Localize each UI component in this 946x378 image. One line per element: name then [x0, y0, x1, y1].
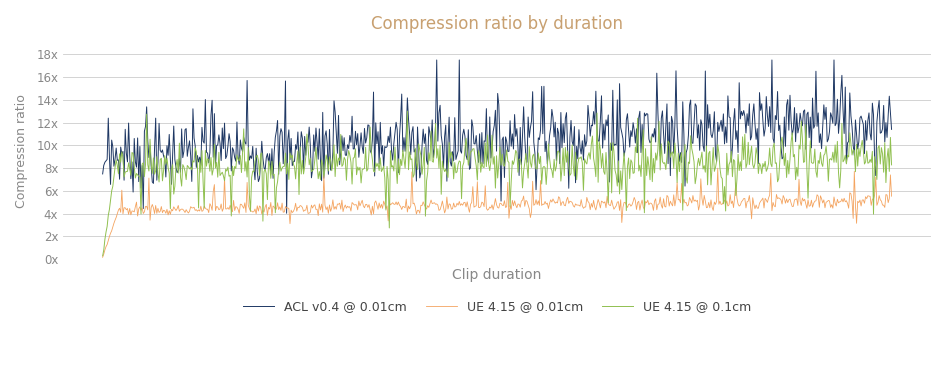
ACL v0.4 @ 0.01cm: [347, 147, 359, 151]
UE 4.15 @ 0.01cm: [346, 200, 358, 205]
ACL v0.4 @ 0.01cm: [281, 211, 292, 215]
ACL v0.4 @ 0.01cm: [321, 129, 332, 133]
X-axis label: Clip duration: Clip duration: [452, 268, 542, 282]
ACL v0.4 @ 0.01cm: [617, 136, 628, 141]
Title: Compression ratio by duration: Compression ratio by duration: [371, 15, 623, 33]
UE 4.15 @ 0.01cm: [290, 201, 302, 206]
Legend: ACL v0.4 @ 0.01cm, UE 4.15 @ 0.01cm, UE 4.15 @ 0.1cm: ACL v0.4 @ 0.01cm, UE 4.15 @ 0.01cm, UE …: [237, 295, 757, 318]
UE 4.15 @ 0.01cm: [809, 199, 820, 203]
UE 4.15 @ 0.1cm: [96, 254, 108, 258]
Line: ACL v0.4 @ 0.01cm: ACL v0.4 @ 0.01cm: [102, 60, 891, 213]
Line: UE 4.15 @ 0.1cm: UE 4.15 @ 0.1cm: [102, 111, 891, 256]
ACL v0.4 @ 0.01cm: [885, 127, 897, 132]
UE 4.15 @ 0.01cm: [885, 194, 897, 198]
UE 4.15 @ 0.1cm: [290, 177, 302, 181]
ACL v0.4 @ 0.01cm: [713, 129, 725, 134]
UE 4.15 @ 0.1cm: [885, 163, 897, 167]
Line: UE 4.15 @ 0.01cm: UE 4.15 @ 0.01cm: [102, 168, 891, 257]
ACL v0.4 @ 0.01cm: [291, 147, 303, 152]
UE 4.15 @ 0.1cm: [320, 166, 331, 171]
UE 4.15 @ 0.1cm: [616, 187, 627, 192]
UE 4.15 @ 0.01cm: [711, 199, 723, 203]
UE 4.15 @ 0.01cm: [712, 166, 724, 170]
UE 4.15 @ 0.01cm: [320, 203, 331, 208]
UE 4.15 @ 0.1cm: [712, 143, 724, 147]
UE 4.15 @ 0.1cm: [402, 109, 413, 113]
Y-axis label: Compression ratio: Compression ratio: [15, 94, 28, 208]
UE 4.15 @ 0.1cm: [346, 182, 358, 186]
ACL v0.4 @ 0.01cm: [96, 172, 108, 176]
UE 4.15 @ 0.01cm: [96, 255, 108, 260]
ACL v0.4 @ 0.01cm: [431, 58, 443, 62]
UE 4.15 @ 0.01cm: [615, 197, 626, 202]
UE 4.15 @ 0.1cm: [809, 147, 820, 152]
ACL v0.4 @ 0.01cm: [811, 69, 822, 73]
